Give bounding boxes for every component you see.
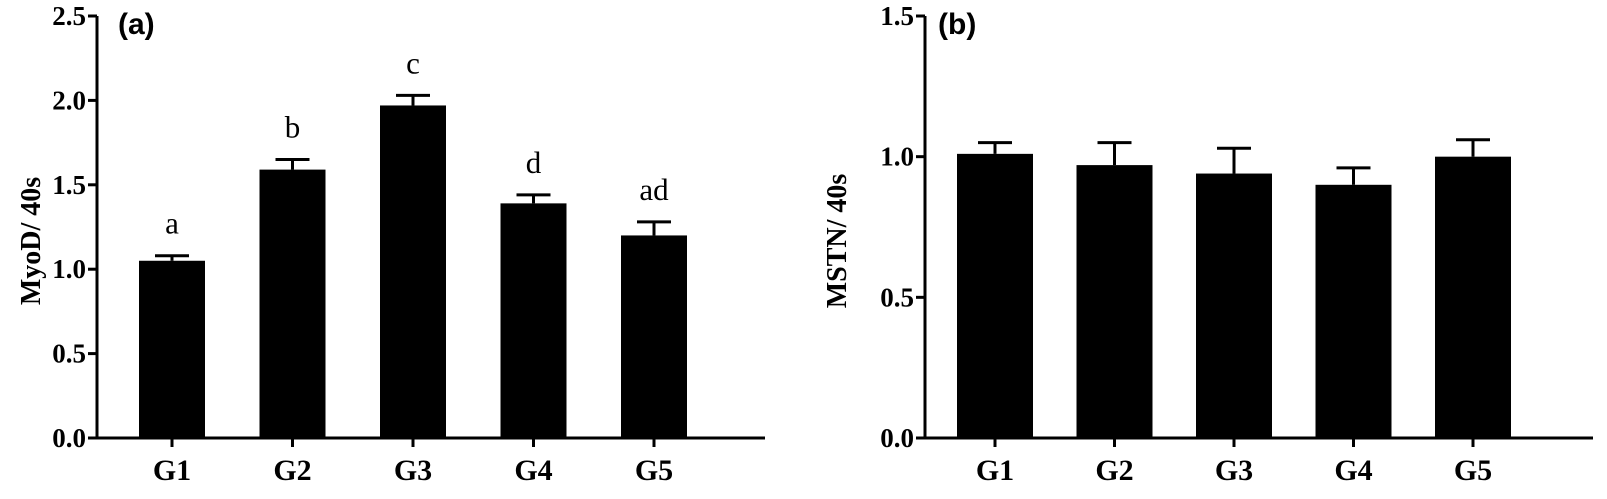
bar-g1 xyxy=(139,260,205,438)
y-tick-label: 0.5 xyxy=(52,339,86,369)
significance-label-g4: d xyxy=(526,145,542,180)
significance-label-g2: b xyxy=(285,109,301,144)
y-tick-label: 0.5 xyxy=(880,282,914,312)
bar-g5 xyxy=(621,235,687,438)
y-tick-label: 1.0 xyxy=(880,142,914,172)
bar-g4 xyxy=(500,203,567,438)
x-tick-label-g4: G4 xyxy=(1334,454,1372,487)
x-tick-label-g1: G1 xyxy=(976,454,1014,487)
panel-label: (b) xyxy=(938,8,976,41)
chart-panel-b: 0.0 0.5 1.0 1.5 MSTN/ 40s (b) G1 G2 G3 G4 G5 xyxy=(822,1,1593,487)
y-tick-label: 1.0 xyxy=(52,254,86,284)
y-tick-label: 2.0 xyxy=(52,85,86,115)
x-tick-label-g3: G3 xyxy=(394,454,432,487)
x-tick-label-g4: G4 xyxy=(514,454,552,487)
y-tick-label: 0.0 xyxy=(880,423,914,453)
bar-g3 xyxy=(380,105,446,439)
y-tick-label: 2.5 xyxy=(52,1,86,31)
x-tick-label-g5: G5 xyxy=(1454,454,1492,487)
y-tick-label: 1.5 xyxy=(52,170,86,200)
bar-g1 xyxy=(957,153,1033,438)
bar-g4 xyxy=(1315,184,1392,438)
y-tick-label: 1.5 xyxy=(880,1,914,31)
bar-g3 xyxy=(1196,173,1272,438)
panel-label: (a) xyxy=(118,8,155,41)
x-tick-label-g2: G2 xyxy=(273,454,311,487)
x-tick-label-g2: G2 xyxy=(1095,454,1133,487)
y-tick-label: 0.0 xyxy=(52,423,86,453)
x-tick-label-g3: G3 xyxy=(1215,454,1253,487)
significance-label-g1: a xyxy=(165,206,179,241)
bar-g5 xyxy=(1435,156,1511,438)
y-axis-title: MSTN/ 40s xyxy=(822,174,853,309)
chart-panel-a: 0.0 0.5 1.0 1.5 2.0 2.5 MyoD/ 40s (a) G1 a G2 b G3 c G… xyxy=(16,1,765,487)
x-tick-label-g1: G1 xyxy=(153,454,191,487)
y-axis-title: MyoD/ 40s xyxy=(16,177,47,305)
significance-label-g5: ad xyxy=(639,172,669,207)
significance-label-g3: c xyxy=(406,45,420,80)
x-tick-label-g5: G5 xyxy=(635,454,673,487)
bar-g2 xyxy=(259,169,326,438)
bar-g2 xyxy=(1076,165,1153,438)
